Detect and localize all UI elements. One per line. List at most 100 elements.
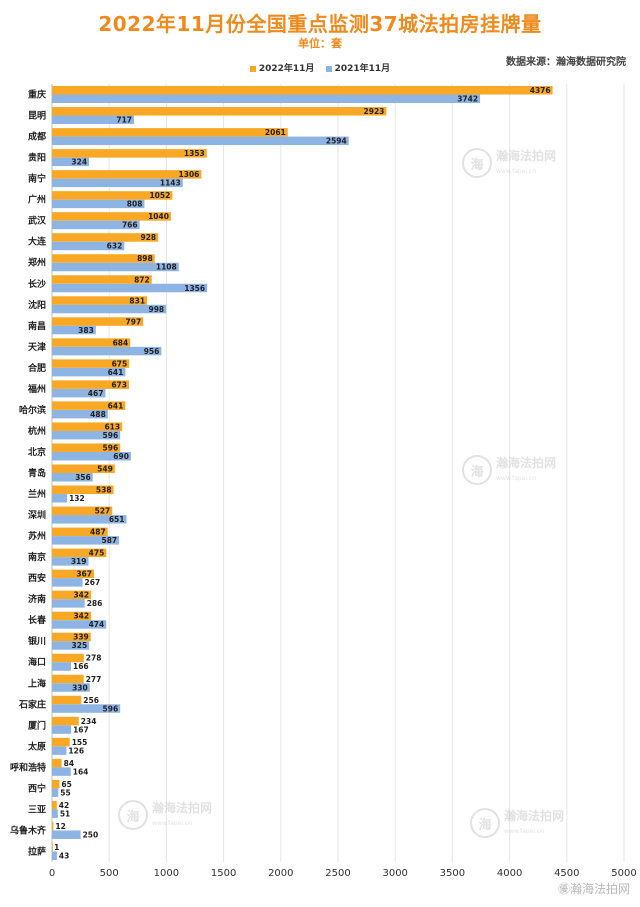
data-label-2022: 538 (96, 486, 112, 495)
data-label-2022: 928 (141, 233, 157, 242)
watermark-brand: 瀚海法拍网 (496, 455, 557, 470)
data-label-2021: 324 (71, 158, 87, 167)
bar-2022 (52, 275, 152, 284)
data-label-2021: 641 (108, 368, 124, 377)
data-label-2022: 1353 (184, 149, 205, 158)
bar-2021 (52, 115, 135, 125)
data-label-2022: 342 (73, 591, 89, 600)
data-label-2022: 675 (112, 359, 128, 368)
data-label-2022: 613 (104, 422, 120, 431)
bar-2021 (52, 578, 83, 587)
bar-2021 (52, 641, 90, 650)
watermark: 海 瀚海法拍网 www.fapai.cn (470, 808, 564, 838)
data-label-2021: 167 (73, 725, 89, 734)
bar-2021 (52, 683, 90, 692)
category-label: 杭州 (28, 425, 46, 437)
data-label-2022: 339 (73, 633, 89, 642)
watermark: 海 瀚海法拍网 www.fapai.cn (462, 455, 556, 485)
data-label-2022: 278 (86, 654, 102, 663)
data-label-2022: 12 (55, 822, 65, 831)
bar-2022 (52, 401, 126, 410)
data-label-2022: 673 (111, 380, 127, 389)
data-label-2022: 831 (129, 296, 145, 305)
category-label: 长春 (28, 614, 47, 626)
category-label: 石家庄 (18, 698, 46, 710)
category-label: 贵阳 (28, 152, 46, 164)
data-label-2021: 632 (107, 242, 123, 251)
category-label: 乌鲁木齐 (10, 824, 47, 836)
watermark-brand: 瀚海法拍网 (152, 800, 213, 815)
bar-2021 (52, 283, 208, 293)
bar-2021 (52, 620, 107, 629)
category-label: 青岛 (28, 467, 46, 479)
bar-2022 (52, 527, 108, 537)
bar-2022 (52, 86, 553, 95)
data-label-2022: 234 (81, 717, 97, 726)
bar-2022 (52, 590, 92, 600)
category-label: 西宁 (28, 782, 46, 794)
category-label: 上海 (28, 677, 46, 689)
x-tick-label: 3000 (382, 868, 407, 879)
bar-2021 (52, 241, 125, 251)
category-label: 北京 (28, 446, 46, 458)
data-label-2021: 1356 (184, 284, 205, 293)
category-label: 南昌 (28, 320, 46, 332)
data-label-2021: 956 (144, 347, 160, 356)
data-label-2021: 998 (149, 305, 165, 314)
data-label-2021: 250 (83, 830, 99, 839)
category-label: 郑州 (28, 257, 46, 269)
bar-2022 (52, 380, 129, 389)
data-label-2022: 367 (76, 570, 92, 579)
watermark-site: www.fapai.cn (496, 168, 537, 175)
bar-2022 (52, 296, 148, 305)
legend-label-2022: 2022年11月 (258, 64, 315, 74)
bar-2021 (52, 515, 127, 524)
data-label-2021: 2594 (326, 137, 347, 146)
legend-item-2021: 2021年11月 (325, 61, 390, 74)
data-label-2022: 898 (137, 254, 153, 263)
data-label-2022: 2923 (364, 107, 385, 116)
watermark-logo-icon: 海 (462, 148, 492, 178)
watermark-site: www.fapai.cn (496, 475, 537, 482)
watermark-site: www.fapai.cn (504, 828, 545, 835)
bar-2022 (52, 653, 84, 663)
category-label: 哈尔滨 (19, 404, 46, 416)
data-label-2021: 325 (72, 641, 88, 650)
x-tick-label: 4500 (554, 868, 579, 879)
data-label-2022: 42 (59, 801, 69, 810)
bar-2021 (52, 473, 93, 482)
x-tick-label: 1500 (211, 868, 236, 879)
watermark: 海 瀚海法拍网 www.fapai.cn (462, 148, 556, 178)
bar-2022 (52, 464, 115, 473)
bar-2021 (52, 136, 349, 146)
bar-2021 (52, 346, 162, 356)
bar-2021 (52, 220, 140, 230)
data-label-2022: 65 (61, 780, 71, 789)
bar-2022 (52, 674, 84, 684)
data-label-2022: 2061 (265, 128, 286, 137)
bar-2021 (52, 388, 106, 398)
category-label: 西安 (28, 572, 46, 584)
bar-2022 (52, 611, 92, 621)
data-label-2021: 717 (116, 116, 132, 125)
bar-2021 (52, 536, 120, 545)
data-label-2021: 164 (73, 767, 89, 776)
bar-2022 (52, 548, 107, 558)
x-tick-label: 500 (100, 868, 119, 879)
bar-2021 (52, 809, 58, 818)
data-label-2021: 1108 (156, 263, 177, 272)
watermark-brand: 瀚海法拍网 (504, 808, 565, 823)
bar-2021 (52, 557, 89, 566)
bar-2021 (52, 367, 126, 377)
legend: 2022年11月 2021年11月 (0, 61, 640, 74)
watermark-logo-icon: 海 (462, 455, 492, 485)
bar-2022 (52, 422, 123, 431)
bar-2022 (52, 338, 131, 347)
category-label: 济南 (28, 593, 46, 605)
bar-2022 (52, 695, 82, 705)
category-label: 苏州 (28, 530, 46, 542)
data-label-2022: 342 (73, 612, 89, 621)
data-label-2021: 467 (88, 389, 104, 398)
data-label-2022: 596 (103, 443, 119, 452)
data-label-2022: 797 (126, 317, 142, 326)
